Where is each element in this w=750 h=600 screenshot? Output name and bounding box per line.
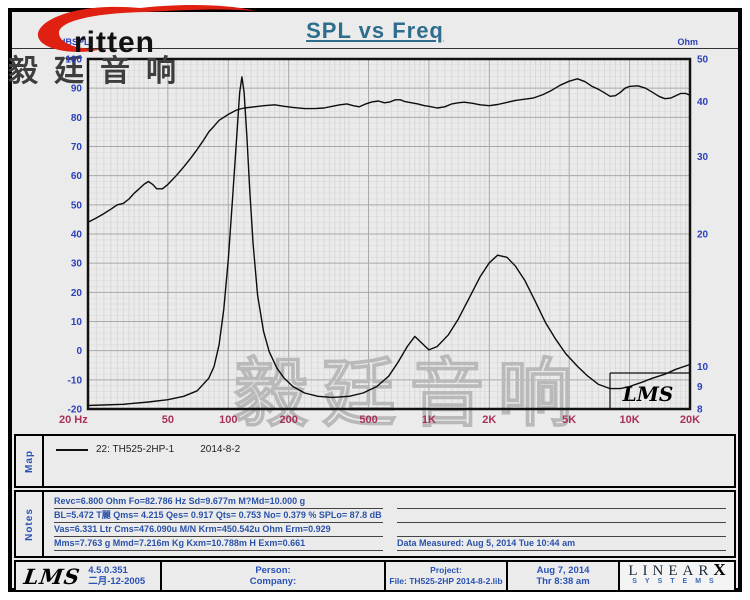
impedance-curve bbox=[87, 76, 691, 407]
x-tick-label: 20 Hz bbox=[59, 414, 88, 426]
notes-parameters-column: Revc=6.800 Ohm Fo=82.786 Hz Sd=9.677m M?… bbox=[54, 494, 383, 554]
y-right-tick-label: 50 bbox=[697, 55, 709, 66]
brand-logo-text: ritten bbox=[74, 26, 155, 59]
notes-content: Revc=6.800 Ohm Fo=82.786 Hz Sd=9.677m M?… bbox=[44, 492, 734, 556]
map-legend: 22: TH525-2HP-1 2014-8-2 bbox=[44, 436, 734, 486]
y-left-tick-label: 70 bbox=[71, 142, 83, 153]
file-label: File: TH525-2HP 2014-8-2.lib bbox=[389, 576, 503, 586]
app-window: ritten SPL vs Freq dBSPL Ohm 毅廷音响 毅廷音响 -20… bbox=[8, 4, 742, 592]
y-left-tick-label: 80 bbox=[71, 113, 83, 124]
spl-curve bbox=[87, 78, 691, 223]
y-left-tick-label: 20 bbox=[71, 288, 83, 299]
status-bar: LMS 4.5.0.351 二月-12-2005 Person: Company… bbox=[14, 560, 736, 592]
inplot-lms-logo: LMS bbox=[622, 382, 674, 406]
x-tick-label: 500 bbox=[359, 414, 377, 426]
brand-swoosh-icon bbox=[37, 4, 256, 52]
y-left-tick-label: 0 bbox=[76, 346, 82, 357]
legend-curve-sample bbox=[56, 448, 88, 451]
status-project-cell: Project: File: TH525-2HP 2014-8-2.lib bbox=[386, 562, 508, 590]
y-left-tick-label: 40 bbox=[71, 230, 83, 241]
x-tick-label: 2K bbox=[482, 414, 496, 426]
notes-section-label: Notes bbox=[16, 492, 44, 556]
linearx-logo: LINEARX SYSTEMS bbox=[628, 561, 725, 588]
brand-logo: ritten bbox=[37, 4, 256, 59]
status-time: Thr 8:38 am bbox=[536, 576, 590, 587]
watermark-solid-text: 毅廷音响 bbox=[8, 54, 192, 88]
status-date: Aug 7, 2014 bbox=[536, 565, 590, 576]
y-left-tick-label: -20 bbox=[68, 405, 83, 416]
map-section: Map 22: TH525-2HP-1 2014-8-2 bbox=[14, 434, 736, 488]
legend-curve-date: 2014-8-2 bbox=[200, 444, 241, 455]
y-left-tick-label: 90 bbox=[71, 84, 83, 95]
left-axis-unit-label: dBSPL bbox=[60, 37, 90, 47]
y-left-tick-label: -10 bbox=[68, 375, 83, 386]
legend-row: 22: TH525-2HP-1 2014-8-2 bbox=[56, 444, 724, 455]
status-brand-cell: LINEARX SYSTEMS bbox=[620, 561, 734, 590]
header: ritten SPL vs Freq dBSPL Ohm bbox=[12, 4, 738, 59]
y-right-tick-label: 30 bbox=[697, 152, 709, 163]
x-tick-label: 1K bbox=[422, 414, 436, 426]
lms-logo: LMS bbox=[22, 563, 82, 589]
watermark-outline-text: 毅廷音响 bbox=[234, 352, 586, 435]
notes-section: Notes Revc=6.800 Ohm Fo=82.786 Hz Sd=9.6… bbox=[14, 490, 736, 558]
linearx-text: LINEAR bbox=[628, 563, 714, 579]
y-left-tick-label: 60 bbox=[71, 171, 83, 182]
plot-frame bbox=[86, 57, 692, 411]
version-number: 4.5.0.351 bbox=[88, 565, 128, 576]
y-left-tick-label: 10 bbox=[71, 317, 83, 328]
note-line: Revc=6.800 Ohm Fo=82.786 Hz Sd=9.677m M?… bbox=[54, 495, 383, 509]
note-line-blank bbox=[397, 523, 726, 537]
y-right-tick-label: 20 bbox=[697, 230, 709, 241]
note-line-blank bbox=[397, 509, 726, 523]
y-left-tick-label: 50 bbox=[71, 200, 83, 211]
map-section-label: Map bbox=[16, 436, 44, 486]
y-left-tick-label: 100 bbox=[65, 55, 82, 66]
y-left-tick-label: 30 bbox=[71, 259, 83, 270]
version-block: 4.5.0.351 二月-12-2005 bbox=[88, 565, 145, 587]
project-label: Project: bbox=[430, 565, 462, 575]
company-label: Company: bbox=[249, 576, 297, 587]
note-line-blank bbox=[397, 495, 726, 509]
version-date: 二月-12-2005 bbox=[88, 576, 146, 587]
x-tick-label: 5K bbox=[562, 414, 576, 426]
linearx-systems-text: SYSTEMS bbox=[632, 578, 722, 585]
data-measured-line: Data Measured: Aug 5, 2014 Tue 10:44 am bbox=[397, 537, 726, 551]
x-tick-label: 10K bbox=[619, 414, 639, 426]
status-date-cell: Aug 7, 2014 Thr 8:38 am bbox=[508, 562, 620, 590]
x-tick-label: 100 bbox=[219, 414, 237, 426]
x-tick-label: 50 bbox=[162, 414, 174, 426]
note-line: Mms=7.763 g Mmd=7.216m Kg Kxm=10.788m H … bbox=[54, 537, 383, 551]
status-version-cell: LMS 4.5.0.351 二月-12-2005 bbox=[16, 562, 162, 590]
linearx-x: X bbox=[713, 560, 726, 579]
page-title: SPL vs Freq bbox=[306, 18, 444, 43]
x-tick-label: 200 bbox=[279, 414, 297, 426]
note-line: BL=5.472 T麗 Qms= 4.215 Qes= 0.917 Qts= 0… bbox=[54, 509, 383, 523]
y-right-tick-label: 10 bbox=[697, 362, 709, 373]
y-right-tick-label: 40 bbox=[697, 97, 709, 108]
person-label: Person: bbox=[255, 565, 291, 576]
legend-curve-name: 22: TH525-2HP-1 bbox=[96, 444, 175, 455]
y-right-tick-label: 9 bbox=[697, 382, 703, 393]
status-person-cell: Person: Company: bbox=[162, 562, 386, 590]
notes-blank-column: Data Measured: Aug 5, 2014 Tue 10:44 am bbox=[397, 494, 726, 554]
x-tick-label: 20K bbox=[680, 414, 700, 426]
y-right-tick-label: 8 bbox=[697, 405, 703, 416]
right-axis-unit-label: Ohm bbox=[677, 37, 698, 47]
note-line: Vas=6.331 Ltr Cms=476.090u M/N Krm=450.5… bbox=[54, 523, 383, 537]
